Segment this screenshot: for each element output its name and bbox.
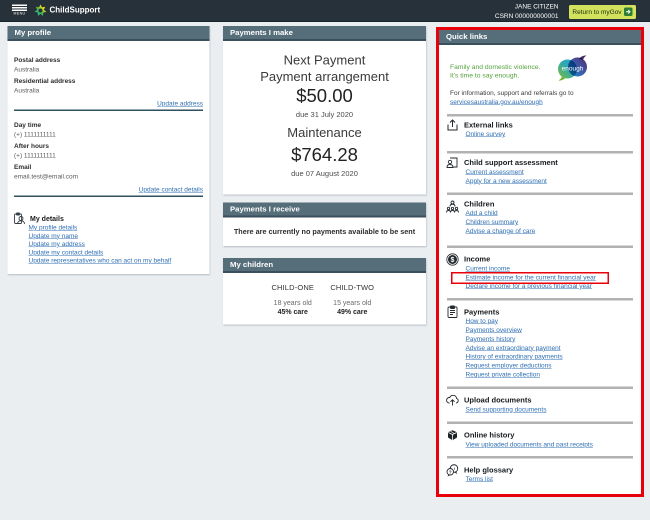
- svg-text:$: $: [451, 257, 455, 264]
- svg-text:enough: enough: [562, 65, 584, 72]
- svg-text:!: !: [454, 466, 455, 471]
- svg-text:?: ?: [449, 470, 452, 475]
